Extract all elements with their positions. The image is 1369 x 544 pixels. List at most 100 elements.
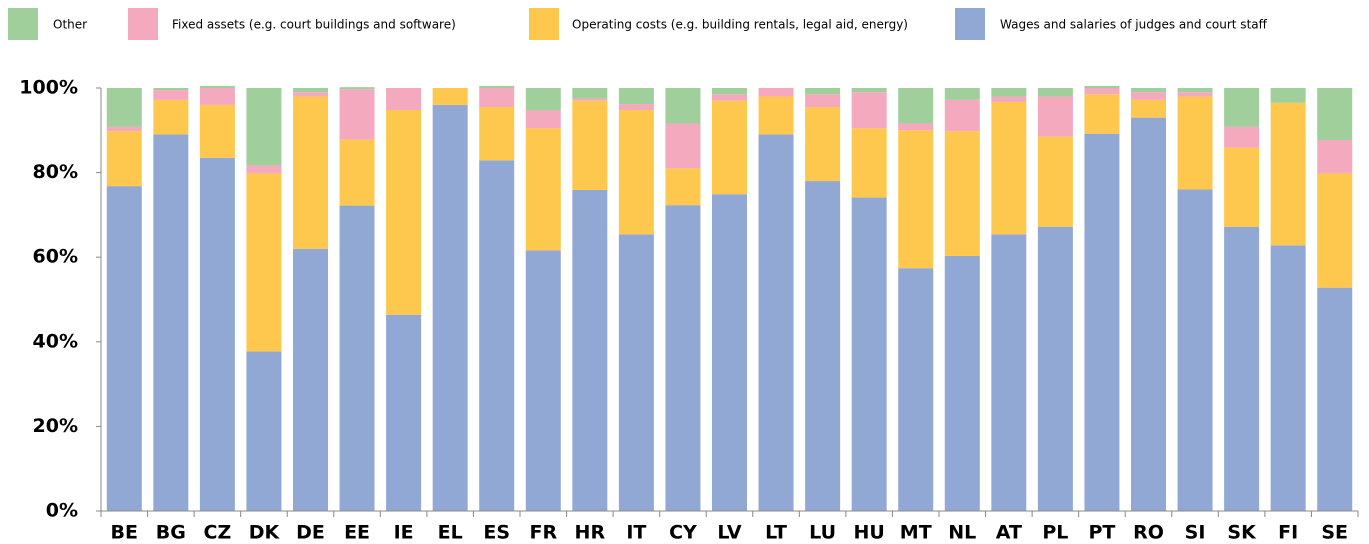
bar-segment [618, 234, 654, 511]
bar-segment [572, 98, 608, 101]
bar-segment [525, 250, 561, 511]
x-tick-label: PT [1088, 522, 1115, 544]
bar-segment [106, 131, 142, 187]
bar-segment [618, 104, 654, 110]
y-tick-label: 40% [33, 330, 78, 352]
bar-segment [106, 186, 142, 512]
x-tick-label: FR [529, 522, 557, 544]
bar-segment [898, 130, 934, 269]
x-tick-label: IE [394, 522, 414, 544]
bar-segment [246, 173, 282, 352]
bar-segment [1084, 85, 1120, 88]
bar-segment [805, 94, 841, 108]
bar-segment [898, 88, 934, 124]
bar-segment [1224, 147, 1260, 227]
x-tick-label: AT [996, 522, 1022, 544]
legend-swatch [8, 8, 38, 40]
bar-segment [1131, 99, 1166, 118]
bar-segment [991, 101, 1027, 235]
x-tick-label: LU [809, 522, 836, 544]
bar-segment [153, 134, 189, 511]
x-tick-label: LT [765, 522, 787, 544]
x-tick-label: RO [1133, 522, 1164, 544]
x-tick-label: SI [1185, 522, 1206, 544]
bar-segment [1224, 88, 1260, 127]
bar-segment [618, 88, 654, 105]
x-tick-label: BG [156, 522, 186, 544]
bar-segment [293, 88, 328, 93]
bar-segment [339, 139, 375, 206]
bar-segment [991, 234, 1027, 511]
x-tick-label: EE [344, 522, 370, 544]
bar-segment [665, 205, 701, 511]
bar-segment [944, 99, 980, 132]
bar-segment [199, 157, 235, 512]
bar-segment [758, 88, 794, 97]
bar-segment [246, 351, 282, 511]
bar-segment [1037, 88, 1073, 97]
bar-segment [1177, 189, 1213, 511]
bar-segment [851, 92, 887, 129]
bar-segment [665, 123, 701, 169]
bar-segment [479, 160, 515, 511]
legend-swatch [128, 8, 158, 40]
bar-segment [805, 107, 841, 182]
legend-label: Wages and salaries of judges and court s… [1000, 18, 1268, 32]
bar-segment [153, 88, 189, 91]
bar-segment [898, 123, 934, 131]
bar-segment [944, 255, 980, 511]
bar-segment [1084, 94, 1120, 134]
legend-label: Fixed assets (e.g. court buildings and s… [172, 18, 456, 32]
bar-segment [106, 88, 142, 127]
bar-segment [153, 99, 189, 135]
bar-segment [479, 88, 515, 108]
legend-swatch [529, 8, 559, 40]
bar-segment [1084, 88, 1120, 95]
bar-segment [1224, 226, 1260, 511]
bar-segment [1177, 96, 1213, 190]
bar-segment [805, 181, 841, 511]
bar-segment [712, 94, 747, 101]
x-tick-label: EL [438, 522, 463, 544]
x-tick-label: DK [249, 522, 281, 544]
bar-segment [339, 205, 375, 511]
y-tick-label: 0% [46, 500, 78, 522]
bar-segment [944, 131, 980, 256]
bar-segment [1317, 140, 1353, 174]
bar-segment [712, 100, 747, 195]
bar-segment [1317, 173, 1353, 288]
bar-segment [665, 88, 701, 124]
bar-segment [898, 268, 934, 511]
bar-segment [758, 134, 794, 511]
y-tick-label: 80% [33, 161, 78, 183]
bar-segment [1177, 92, 1213, 97]
x-tick-label: BE [111, 522, 138, 544]
bar-segment [572, 189, 608, 511]
bar-segment [199, 88, 235, 105]
bar-segment [432, 104, 468, 512]
x-tick-label: CY [669, 522, 697, 544]
bar-segment [525, 88, 561, 111]
bar-segment [1084, 133, 1120, 511]
x-tick-label: HU [853, 522, 884, 544]
bar-segment [479, 107, 515, 161]
x-tick-label: FI [1278, 522, 1298, 544]
bar-segment [1037, 226, 1073, 511]
y-tick-label: 100% [19, 77, 78, 99]
x-tick-label: LV [717, 522, 741, 544]
bar-segment [1270, 245, 1306, 511]
x-tick-label: CZ [204, 522, 232, 544]
bar-segment [1317, 88, 1353, 141]
bar-segment [479, 85, 515, 88]
bar-segment [339, 87, 375, 90]
bar-segment [572, 100, 608, 190]
bar-segment [851, 128, 887, 198]
x-tick-label: SE [1321, 522, 1348, 544]
legend-swatch [955, 8, 985, 40]
bar-segment [758, 96, 794, 135]
bar-segment [106, 126, 142, 132]
bar-segment [432, 88, 468, 105]
legend-label: Other [53, 18, 87, 32]
bar-segment [618, 109, 654, 235]
bar-segment [1131, 117, 1166, 512]
